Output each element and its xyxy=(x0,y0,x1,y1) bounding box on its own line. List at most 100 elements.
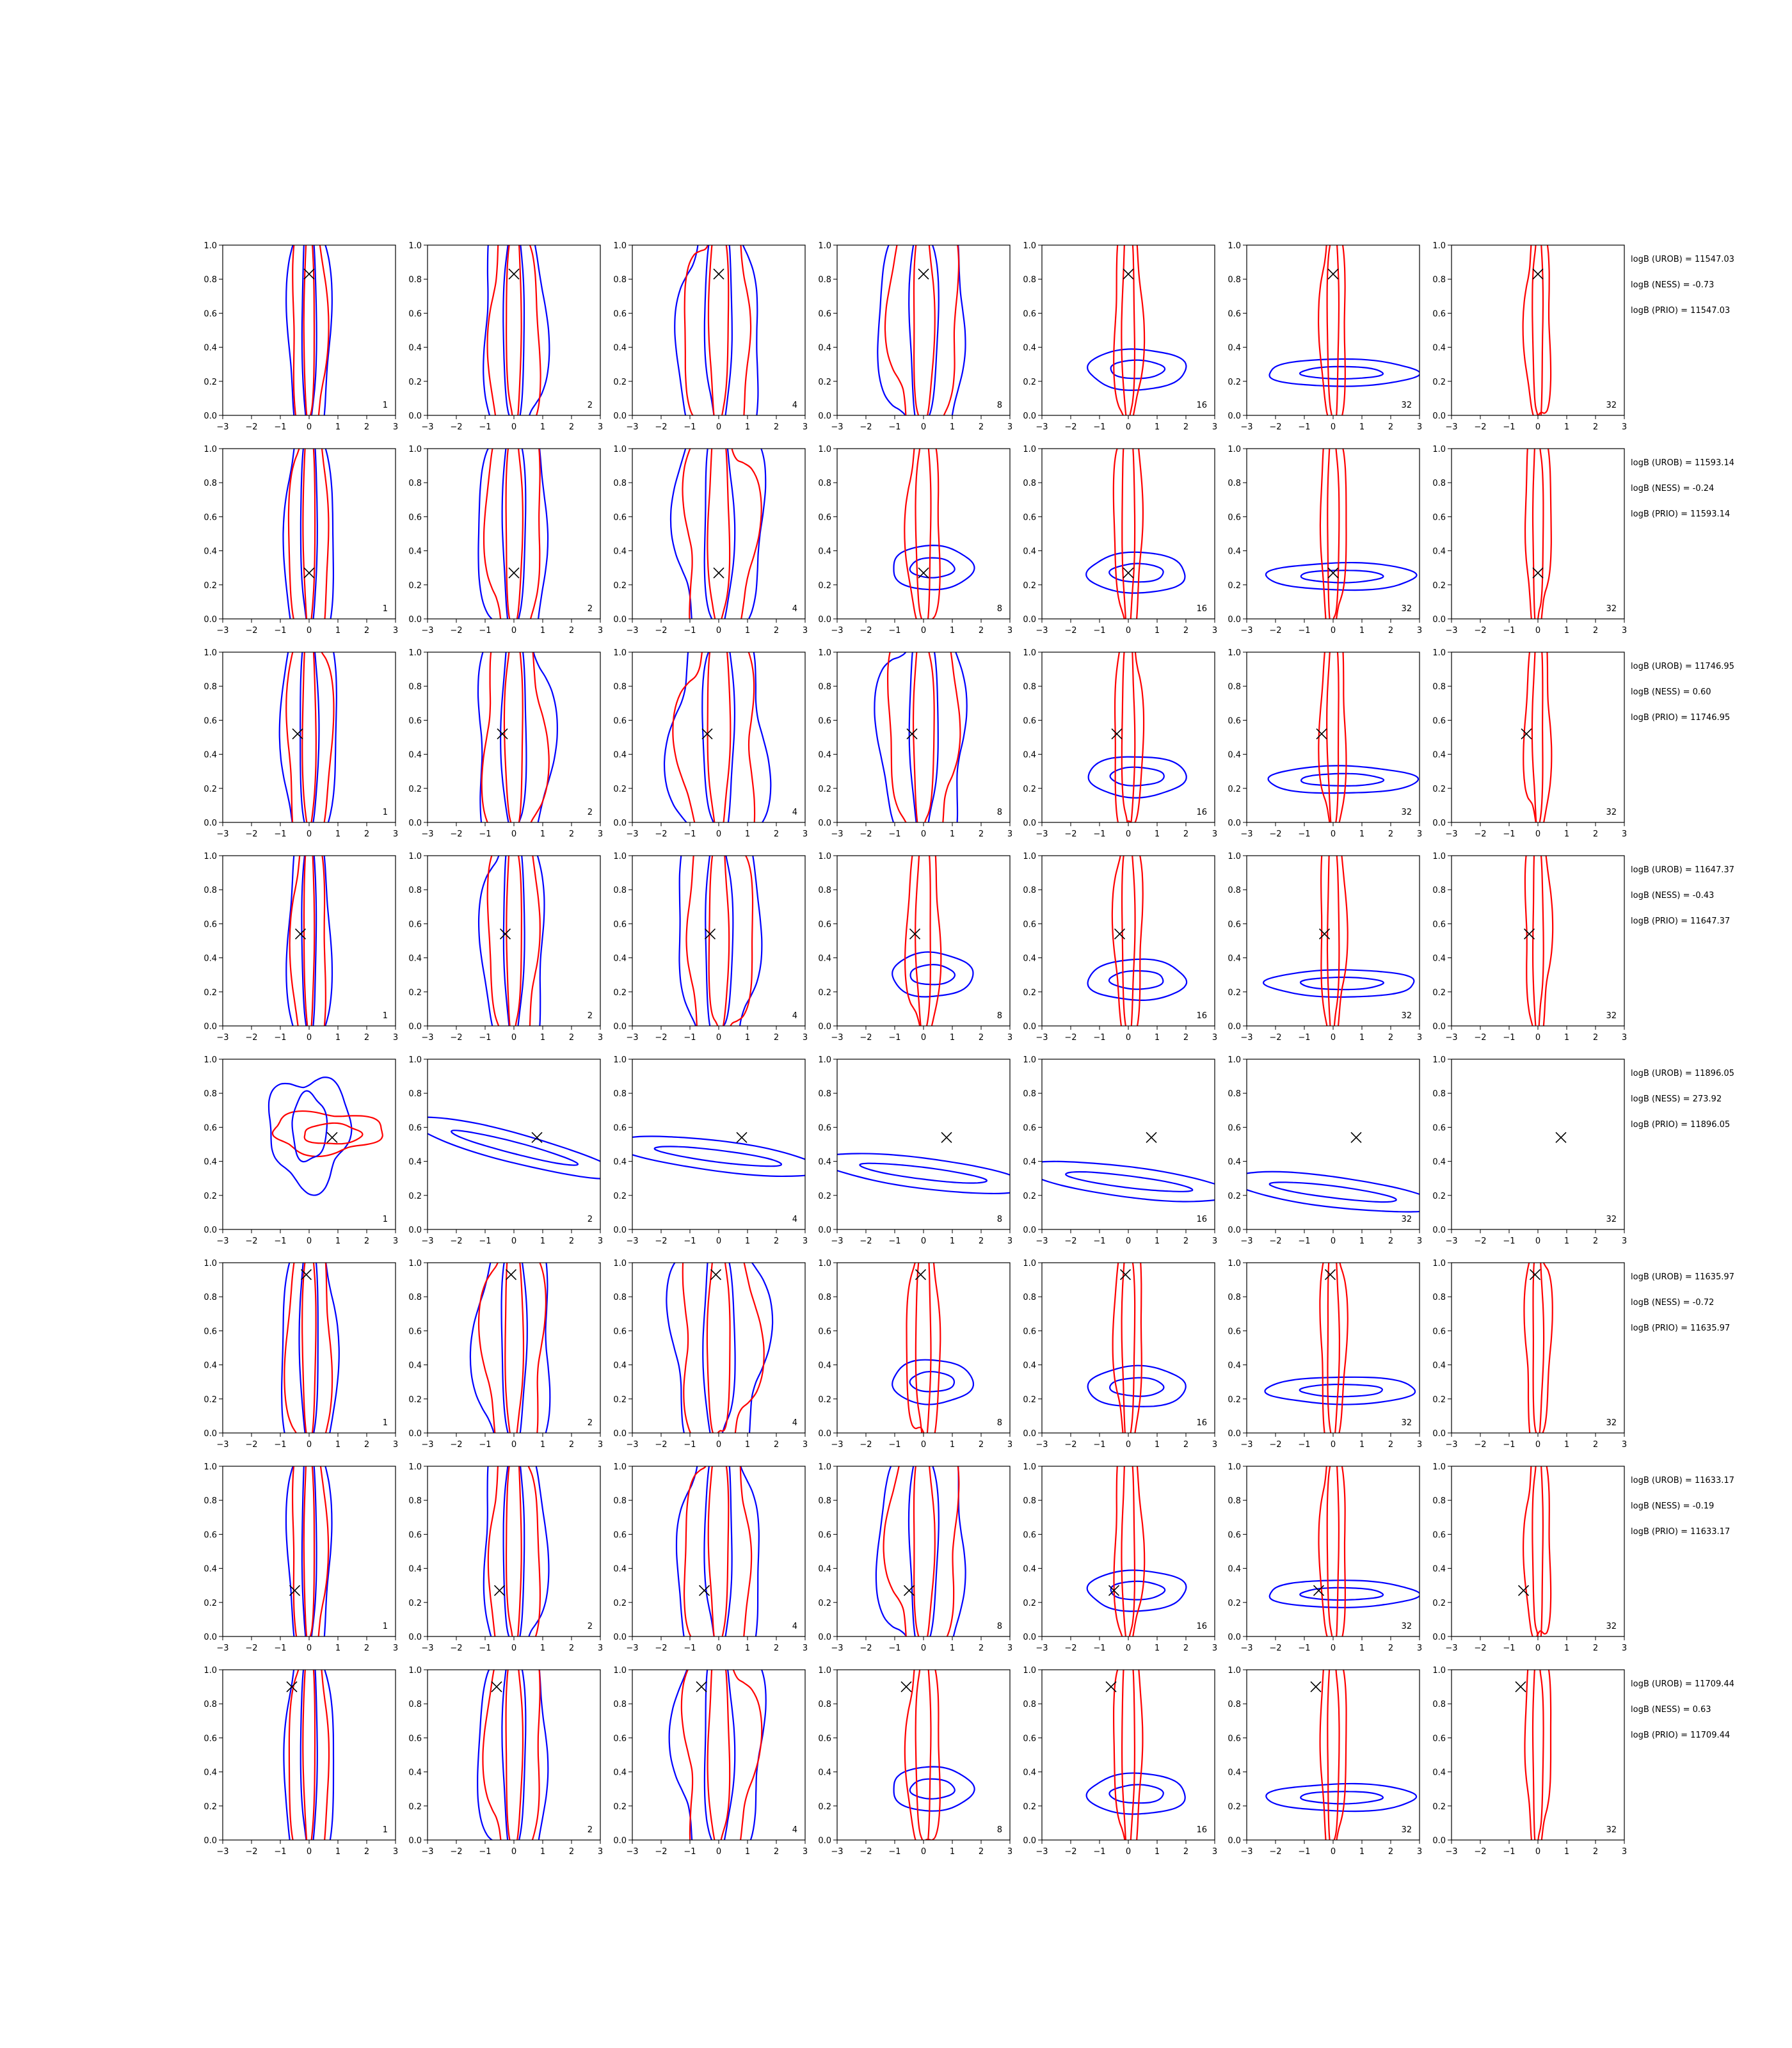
x-tick-label: 0 xyxy=(921,829,926,839)
y-tick-label: 0.2 xyxy=(408,1395,422,1405)
subplot-r7-c3: −3 −2 −1 0 1 2 3 0.0 0.2 0.4 0.6 0.8 1.0 4 xyxy=(613,1462,808,1653)
subplot-r7-c1: −3 −2 −1 0 1 2 3 0.0 0.2 0.4 0.6 0.8 1.0 1 xyxy=(204,1462,398,1653)
y-tick-label: 0.8 xyxy=(1228,1700,1241,1709)
true-value-marker xyxy=(497,728,508,740)
x-tick-label: −2 xyxy=(655,1644,667,1653)
y-tick-label: 0.6 xyxy=(818,1123,831,1133)
y-tick-label: 0.0 xyxy=(818,1226,831,1235)
axes-frame xyxy=(222,1466,396,1637)
y-tick-label: 0.8 xyxy=(1023,1293,1036,1302)
x-tick-label: −1 xyxy=(684,1236,696,1246)
y-tick-label: 0.4 xyxy=(613,1158,627,1167)
x-tick-label: −2 xyxy=(1064,1440,1076,1450)
y-tick-label: 0.6 xyxy=(1228,1530,1241,1540)
x-tick-label: −1 xyxy=(1093,1440,1105,1450)
blue-contour xyxy=(477,1670,549,1840)
red-contour xyxy=(1111,856,1144,1026)
y-tick-label: 0.8 xyxy=(613,479,627,488)
x-tick-label: 1 xyxy=(540,1440,545,1450)
true-value-marker xyxy=(900,1681,912,1693)
logb-stat: logB (PRIO) = 11647.37 xyxy=(1631,916,1730,926)
y-tick-label: 0.6 xyxy=(1432,1327,1446,1336)
y-tick-label: 0.6 xyxy=(613,513,627,522)
y-tick-label: 0.4 xyxy=(1023,751,1036,760)
x-tick-label: −1 xyxy=(1503,1236,1515,1246)
panel-count-label: 32 xyxy=(1401,1418,1412,1428)
y-tick-label: 1.0 xyxy=(613,1055,627,1065)
blue-contour xyxy=(908,1466,940,1636)
red-contour xyxy=(1319,1263,1348,1433)
y-tick-label: 0.8 xyxy=(1023,1700,1036,1709)
y-tick-label: 0.6 xyxy=(204,309,217,319)
red-contour xyxy=(683,1466,753,1636)
red-contour xyxy=(487,1466,541,1636)
blue-contour xyxy=(285,856,333,1026)
x-tick-label: 0 xyxy=(921,1644,926,1653)
x-tick-label: 1 xyxy=(950,1847,955,1857)
x-tick-label: −3 xyxy=(626,829,638,839)
subplot-r1-c7: −3 −2 −1 0 1 2 3 0.0 0.2 0.4 0.6 0.8 1.0 32 xyxy=(1432,241,1627,432)
x-tick-label: 2 xyxy=(1183,626,1188,636)
x-tick-label: 0 xyxy=(1126,422,1131,432)
contour-group xyxy=(1247,1171,1420,1213)
row-stats-5: logB (UROB) = 11896.05 logB (NESS) = 273.… xyxy=(1631,1069,1734,1130)
x-tick-label: −2 xyxy=(1269,1847,1281,1857)
y-tick-label: 0.6 xyxy=(1023,309,1036,319)
blue-contour xyxy=(1300,1791,1384,1805)
red-contour xyxy=(482,1670,541,1840)
logb-stat: logB (UROB) = 11633.17 xyxy=(1631,1476,1734,1485)
blue-contour xyxy=(300,1670,318,1840)
x-tick-label: 3 xyxy=(1417,422,1422,432)
red-contour xyxy=(707,449,731,619)
contour-group xyxy=(477,652,558,822)
blue-contour xyxy=(428,1116,600,1180)
panel-count-label: 16 xyxy=(1196,1622,1207,1631)
axes-frame xyxy=(1246,855,1420,1027)
x-tick-label: 1 xyxy=(540,1236,545,1246)
y-tick-label: 0.0 xyxy=(1023,1429,1036,1439)
axes-frame xyxy=(1246,1262,1420,1434)
contour-group xyxy=(1522,245,1552,415)
red-contour xyxy=(915,1263,932,1433)
blue-contour xyxy=(837,1153,1010,1195)
x-tick-label: 0 xyxy=(1535,422,1540,432)
x-tick-label: 2 xyxy=(1388,1440,1393,1450)
blue-contour xyxy=(283,1670,335,1840)
x-tick-label: −1 xyxy=(888,1033,900,1043)
x-tick-label: 0 xyxy=(921,1440,926,1450)
x-tick-label: 0 xyxy=(307,1440,312,1450)
x-tick-label: −1 xyxy=(1093,1644,1105,1653)
blue-contour xyxy=(1108,1784,1164,1804)
y-tick-label: 0.2 xyxy=(613,1599,627,1608)
x-tick-label: −1 xyxy=(1093,1847,1105,1857)
y-tick-label: 0.8 xyxy=(1432,1089,1446,1099)
y-tick-label: 0.8 xyxy=(1023,1089,1036,1099)
panel-count-label: 32 xyxy=(1606,1418,1617,1428)
y-tick-label: 0.8 xyxy=(408,1700,422,1709)
x-tick-label: 0 xyxy=(921,422,926,432)
panel-count-label: 32 xyxy=(1606,1011,1617,1021)
x-tick-label: −1 xyxy=(888,626,900,636)
y-tick-label: 0.4 xyxy=(1023,1768,1036,1778)
subplot-r8-c3: −3 −2 −1 0 1 2 3 0.0 0.2 0.4 0.6 0.8 1.0 4 xyxy=(613,1666,808,1857)
x-tick-label: 0 xyxy=(1535,626,1540,636)
x-tick-label: −2 xyxy=(1474,1440,1486,1450)
blue-contour xyxy=(1300,570,1384,584)
panel-count-label: 32 xyxy=(1606,1825,1617,1835)
x-tick-label: −3 xyxy=(1445,1847,1457,1857)
axes-frame xyxy=(632,448,806,620)
x-tick-label: 2 xyxy=(1183,1033,1188,1043)
contour-group xyxy=(285,245,333,415)
red-contour xyxy=(1327,1263,1341,1433)
contour-group xyxy=(1267,652,1420,822)
y-tick-label: 1.0 xyxy=(1432,445,1446,454)
x-tick-label: −1 xyxy=(1503,1033,1515,1043)
red-contour xyxy=(285,652,335,822)
red-contour xyxy=(708,856,730,1026)
x-tick-label: 1 xyxy=(1564,1644,1569,1653)
x-tick-label: −2 xyxy=(245,626,257,636)
x-tick-label: 3 xyxy=(393,626,398,636)
x-tick-label: 2 xyxy=(979,1847,984,1857)
red-contour xyxy=(505,449,524,619)
x-tick-label: −2 xyxy=(1474,1644,1486,1653)
